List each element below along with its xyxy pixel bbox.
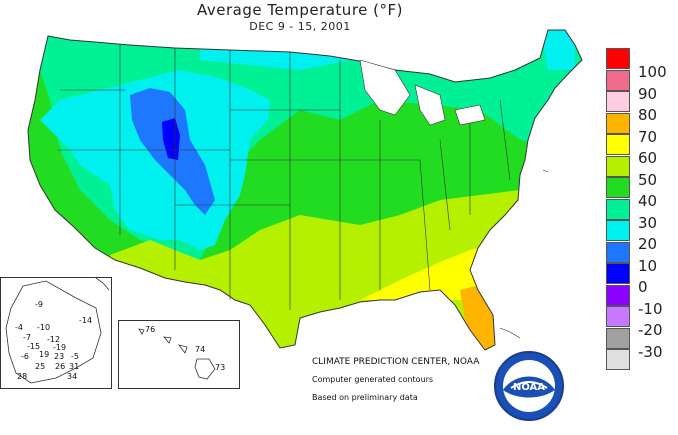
hawaii-inset: 76 74 73	[118, 320, 240, 389]
legend-swatch	[606, 306, 630, 327]
station-value: 23	[54, 352, 65, 361]
legend-label: 20	[638, 235, 658, 253]
legend-label: -20	[638, 321, 663, 339]
legend-swatch	[606, 220, 630, 241]
legend-swatch	[606, 91, 630, 112]
station-value: 31	[69, 362, 80, 371]
station-value: -12	[47, 335, 61, 344]
credit-line-2: Based on preliminary data	[312, 393, 418, 402]
legend-swatch-extra	[606, 349, 630, 370]
band-20	[40, 30, 575, 250]
legend-swatch	[606, 177, 630, 198]
legend-swatch	[606, 198, 630, 220]
legend-label: 0	[638, 278, 648, 296]
band-70	[460, 285, 500, 350]
legend-swatch	[606, 134, 630, 155]
band-60	[360, 245, 495, 300]
noaa-logo-text: NOAA	[513, 382, 545, 393]
station-value: 76	[145, 325, 156, 334]
legend-label: -10	[638, 299, 663, 318]
legend-label: 70	[638, 127, 658, 146]
station-value: -6	[21, 352, 29, 361]
map-subtitle: DEC 9 - 15, 2001	[249, 20, 351, 33]
station-value: -5	[71, 352, 79, 361]
legend-swatch	[606, 155, 630, 177]
legend-label: 80	[638, 106, 658, 124]
station-value: -10	[37, 323, 51, 332]
great-lakes	[359, 59, 486, 126]
coastline-details	[499, 169, 549, 339]
state-borders	[58, 45, 511, 310]
legend-swatch	[606, 327, 630, 349]
legend-label: 60	[638, 149, 658, 167]
station-value: -9	[35, 300, 43, 309]
credit-line-1: Computer generated contours	[312, 375, 434, 384]
legend-label: 90	[638, 84, 658, 103]
legend-swatch	[606, 263, 630, 284]
noaa-logo: NOAA	[493, 350, 565, 422]
legend-label: 10	[638, 256, 658, 275]
legend-swatch	[606, 48, 630, 69]
band-0	[162, 118, 180, 160]
station-value: -14	[79, 316, 93, 325]
hawaii-map-svg	[138, 328, 216, 380]
legend-swatch	[606, 69, 630, 91]
credit-center: CLIMATE PREDICTION CENTER, NOAA	[312, 357, 480, 367]
station-value: -19	[53, 343, 67, 352]
station-value: 26	[55, 362, 66, 371]
station-value: -4	[15, 323, 23, 332]
station-value: 28	[17, 372, 28, 381]
alaska-inset: -9 -14 -4 -10 -7 -12 -15 -19 -6 19 23 -5 25 26 31 28 34	[0, 277, 112, 389]
map-title: Average Temperature (°F)	[197, 1, 403, 19]
legend-label: 40	[638, 192, 658, 210]
legend-swatch	[606, 284, 630, 306]
legend-label: -30	[638, 342, 663, 361]
station-value: 25	[35, 362, 46, 371]
us-outline	[27, 29, 583, 351]
legend-swatch	[606, 112, 630, 134]
legend-swatch	[606, 241, 630, 263]
station-value: 74	[195, 345, 206, 354]
legend-label: 30	[638, 213, 658, 232]
station-value: 73	[215, 363, 226, 372]
legend-label: 100	[638, 63, 667, 81]
station-value: 19	[39, 350, 50, 359]
station-value: -15	[27, 342, 41, 351]
legend-label: 50	[638, 170, 658, 189]
alaska-map-svg	[5, 278, 110, 384]
station-value: -7	[23, 333, 31, 342]
station-value: 34	[67, 372, 78, 381]
